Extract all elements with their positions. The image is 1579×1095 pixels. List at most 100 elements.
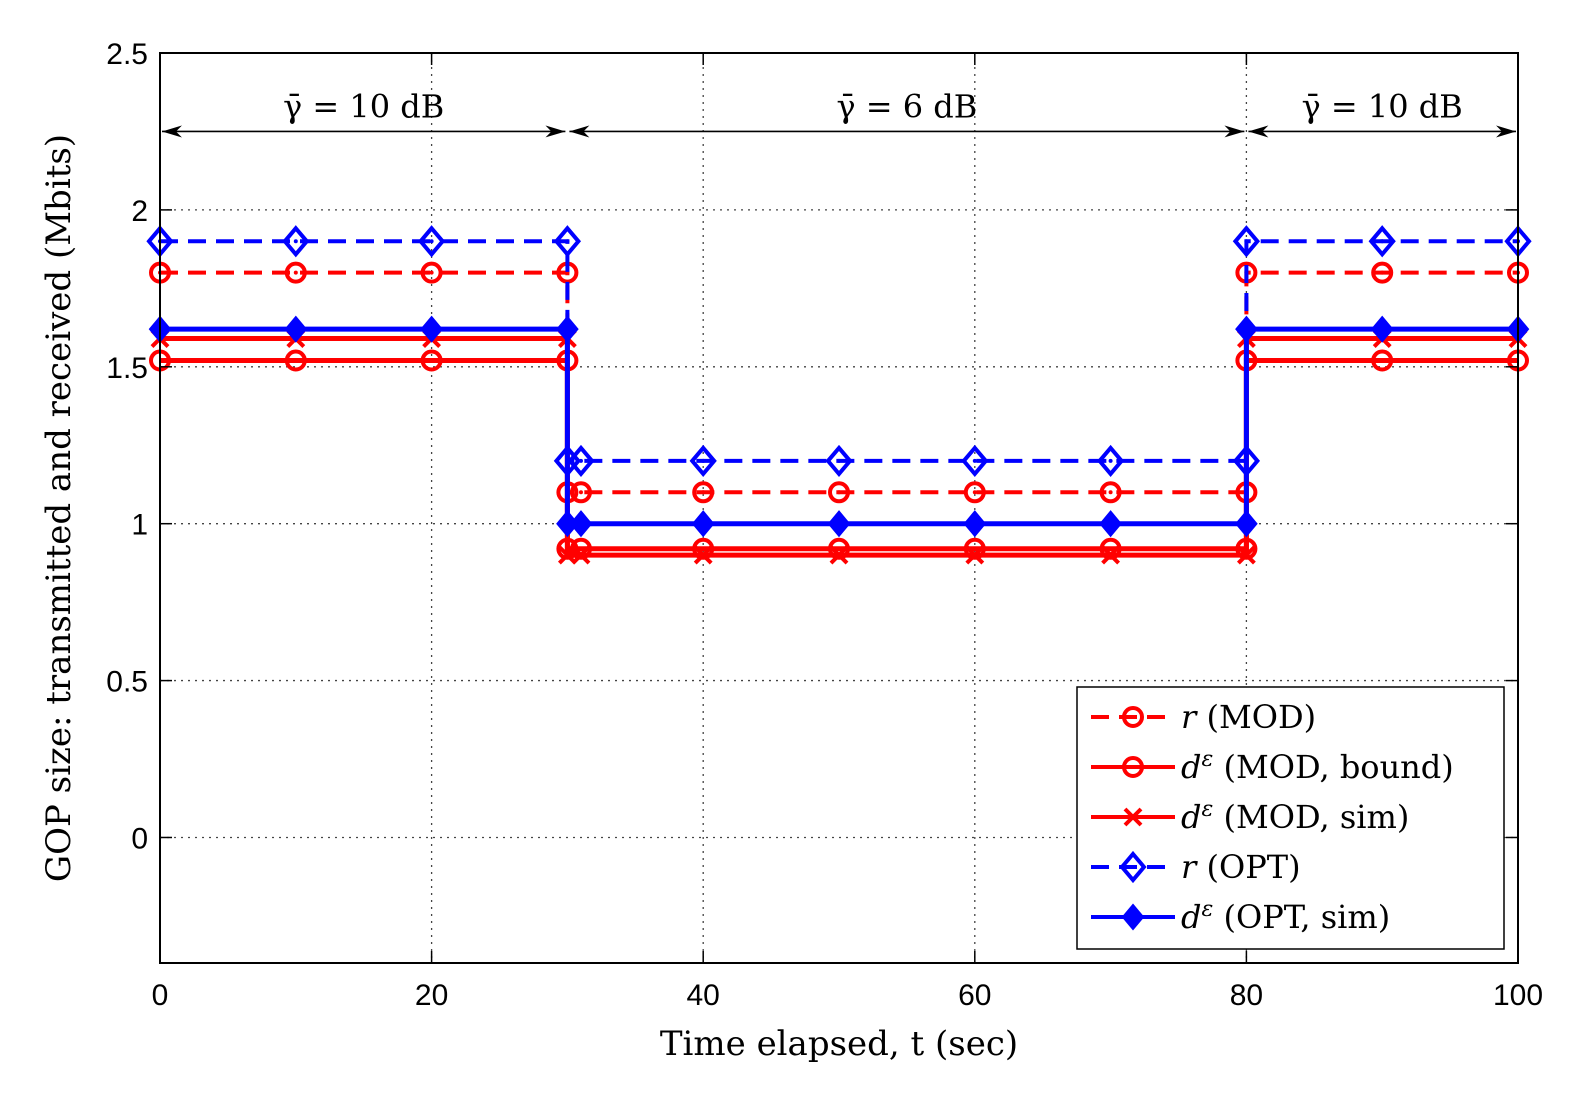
data-point-center [429, 270, 434, 275]
ticks: 0 20 40 60 80 100 0 0.5 1 1.5 2 2.5 [106, 38, 1543, 1012]
data-point [420, 349, 443, 372]
series-0 [149, 261, 1529, 504]
data-point [1122, 756, 1144, 778]
data-point-center [837, 490, 841, 495]
data-point [557, 545, 577, 565]
data-point-center [293, 270, 298, 275]
data-point-center [1380, 270, 1385, 275]
data-point [965, 545, 985, 565]
data-point-center [972, 490, 977, 495]
data-point [1371, 261, 1394, 284]
x-tick-label: 20 [415, 979, 448, 1012]
data-point [1122, 706, 1144, 728]
data-point-center [429, 239, 434, 244]
legend-label: r (OPT) [1181, 848, 1301, 886]
data-point [556, 315, 579, 343]
data-point [693, 545, 713, 565]
data-point-center [1108, 458, 1113, 463]
legend-entry: r (MOD) [1091, 698, 1316, 736]
data-point-center [1380, 239, 1385, 244]
data-point [692, 481, 715, 504]
x-tick-label: 40 [687, 979, 720, 1012]
data-point [825, 444, 853, 478]
data-point [420, 261, 443, 284]
data-point [417, 225, 446, 258]
x-axis-label: Time elapsed, t (sec) [660, 1024, 1018, 1064]
data-point [282, 225, 310, 258]
legend-label: r (MOD) [1181, 698, 1316, 736]
data-point [1236, 545, 1256, 565]
data-point-center [1131, 865, 1135, 869]
y-tick-label: 0.5 [106, 666, 148, 699]
data-point [691, 510, 715, 538]
data-point-center [1244, 239, 1249, 244]
y-tick-label: 1.5 [106, 352, 148, 385]
data-point [420, 315, 443, 343]
data-point [284, 349, 307, 372]
data-point [1235, 315, 1258, 343]
data-point-center [293, 239, 298, 244]
data-point-center [701, 458, 706, 463]
data-point [689, 444, 717, 478]
y-tick-label: 2.5 [106, 38, 148, 71]
data-point [284, 261, 307, 284]
legend-entry: dε (MOD, bound) [1091, 747, 1454, 786]
data-point [284, 315, 308, 343]
data-point [963, 510, 987, 538]
data-point-center [578, 458, 583, 463]
legend-label: dε (OPT, sim) [1181, 897, 1390, 936]
data-point-center [701, 490, 706, 495]
range-label: γ̄ = 6 dB [836, 87, 977, 125]
annotations: γ̄ = 10 dB γ̄ = 6 dB γ̄ = 10 dB [162, 87, 1516, 138]
data-point [567, 444, 595, 478]
plot-frame [159, 52, 1519, 964]
data-point [569, 481, 592, 504]
y-tick-label: 1 [131, 509, 148, 542]
legend-entry: dε (OPT, sim) [1091, 897, 1390, 936]
data-point [1099, 510, 1122, 538]
data-point-center [837, 458, 841, 463]
x-tick-label: 100 [1493, 979, 1543, 1012]
data-point [569, 510, 593, 538]
data-point [1371, 349, 1394, 372]
data-point [1121, 903, 1145, 931]
data-point [828, 481, 850, 504]
data-point [963, 481, 986, 504]
data-point-center [1131, 715, 1135, 719]
data-point [553, 225, 582, 258]
data-point-center [972, 458, 977, 463]
data-point [1119, 850, 1147, 884]
x-tick-label: 80 [1230, 979, 1263, 1012]
legend-label: dε (MOD, bound) [1181, 747, 1454, 786]
data-point [961, 444, 989, 478]
data-point [571, 545, 591, 565]
data-point-center [578, 490, 583, 495]
data-point [829, 545, 849, 565]
data-point [1235, 510, 1258, 538]
data-point [1370, 315, 1394, 343]
data-point [827, 510, 851, 538]
x-tick-label: 0 [152, 979, 169, 1012]
legend-entry: dε (MOD, sim) [1091, 797, 1409, 836]
x-tick-label: 60 [958, 979, 991, 1012]
series-line [160, 326, 1518, 527]
data-point [1096, 444, 1125, 478]
y-tick-label: 0 [131, 822, 148, 855]
series-3 [146, 225, 1532, 478]
y-axis-label: GOP size: transmitted and received (Mbit… [39, 134, 79, 882]
data-point [1099, 481, 1122, 504]
data-point [1101, 545, 1121, 565]
data-point [1123, 807, 1143, 827]
data-point-center [565, 239, 570, 244]
data-point [1232, 225, 1261, 258]
series-layer [146, 225, 1532, 565]
range-label: γ̄ = 10 dB [283, 87, 444, 125]
legend-entry: r (OPT) [1091, 848, 1301, 886]
legend-label: dε (MOD, sim) [1181, 797, 1409, 836]
y-tick-label: 2 [131, 195, 148, 228]
range-label: γ̄ = 10 dB [1302, 87, 1463, 125]
legend: r (MOD) dε (MOD, bound) dε (MOD, sim) r (OP… [1076, 686, 1505, 950]
data-point [1368, 225, 1396, 258]
data-point-center [1108, 490, 1113, 495]
